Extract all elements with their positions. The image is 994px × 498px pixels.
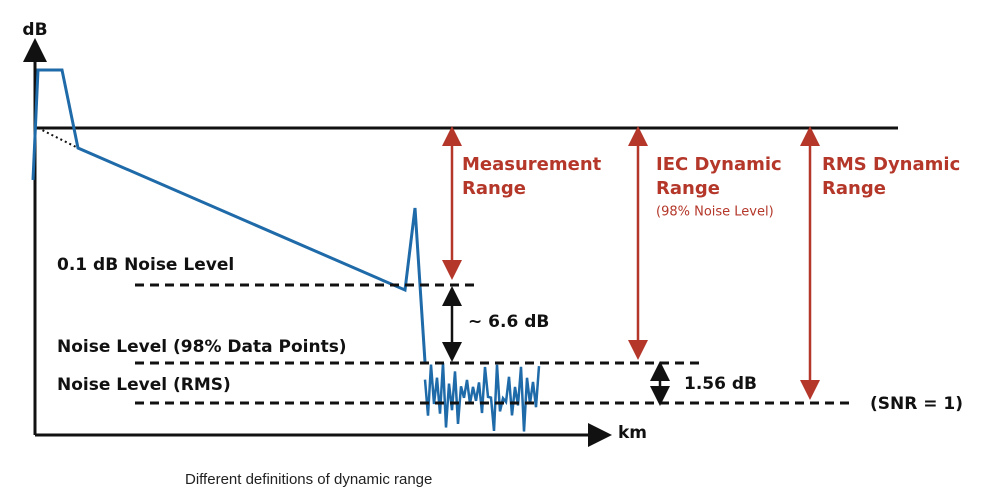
range-label: IEC Dynamic [656,154,782,175]
range-label: RMS Dynamic [822,154,960,175]
range-label: Range [656,178,720,199]
gap-label: 1.56 dB [684,374,757,394]
range-note: (98% Noise Level) [656,205,774,220]
range-label: Range [822,178,886,199]
range-label: Measurement [462,154,602,175]
trace [31,68,427,363]
x-axis-label: km [618,423,647,443]
gap-label: ~ 6.6 dB [468,312,549,332]
snr-label: (SNR = 1) [870,394,963,414]
noise-trace [423,363,541,432]
range-label: Range [462,178,526,199]
level-label: 0.1 dB Noise Level [57,255,234,275]
level-label: Noise Level (98% Data Points) [57,337,347,357]
y-axis-label: dB [22,20,47,40]
extrapolation [37,127,79,149]
level-label: Noise Level (RMS) [57,375,231,395]
caption: Different definitions of dynamic range [185,471,432,488]
